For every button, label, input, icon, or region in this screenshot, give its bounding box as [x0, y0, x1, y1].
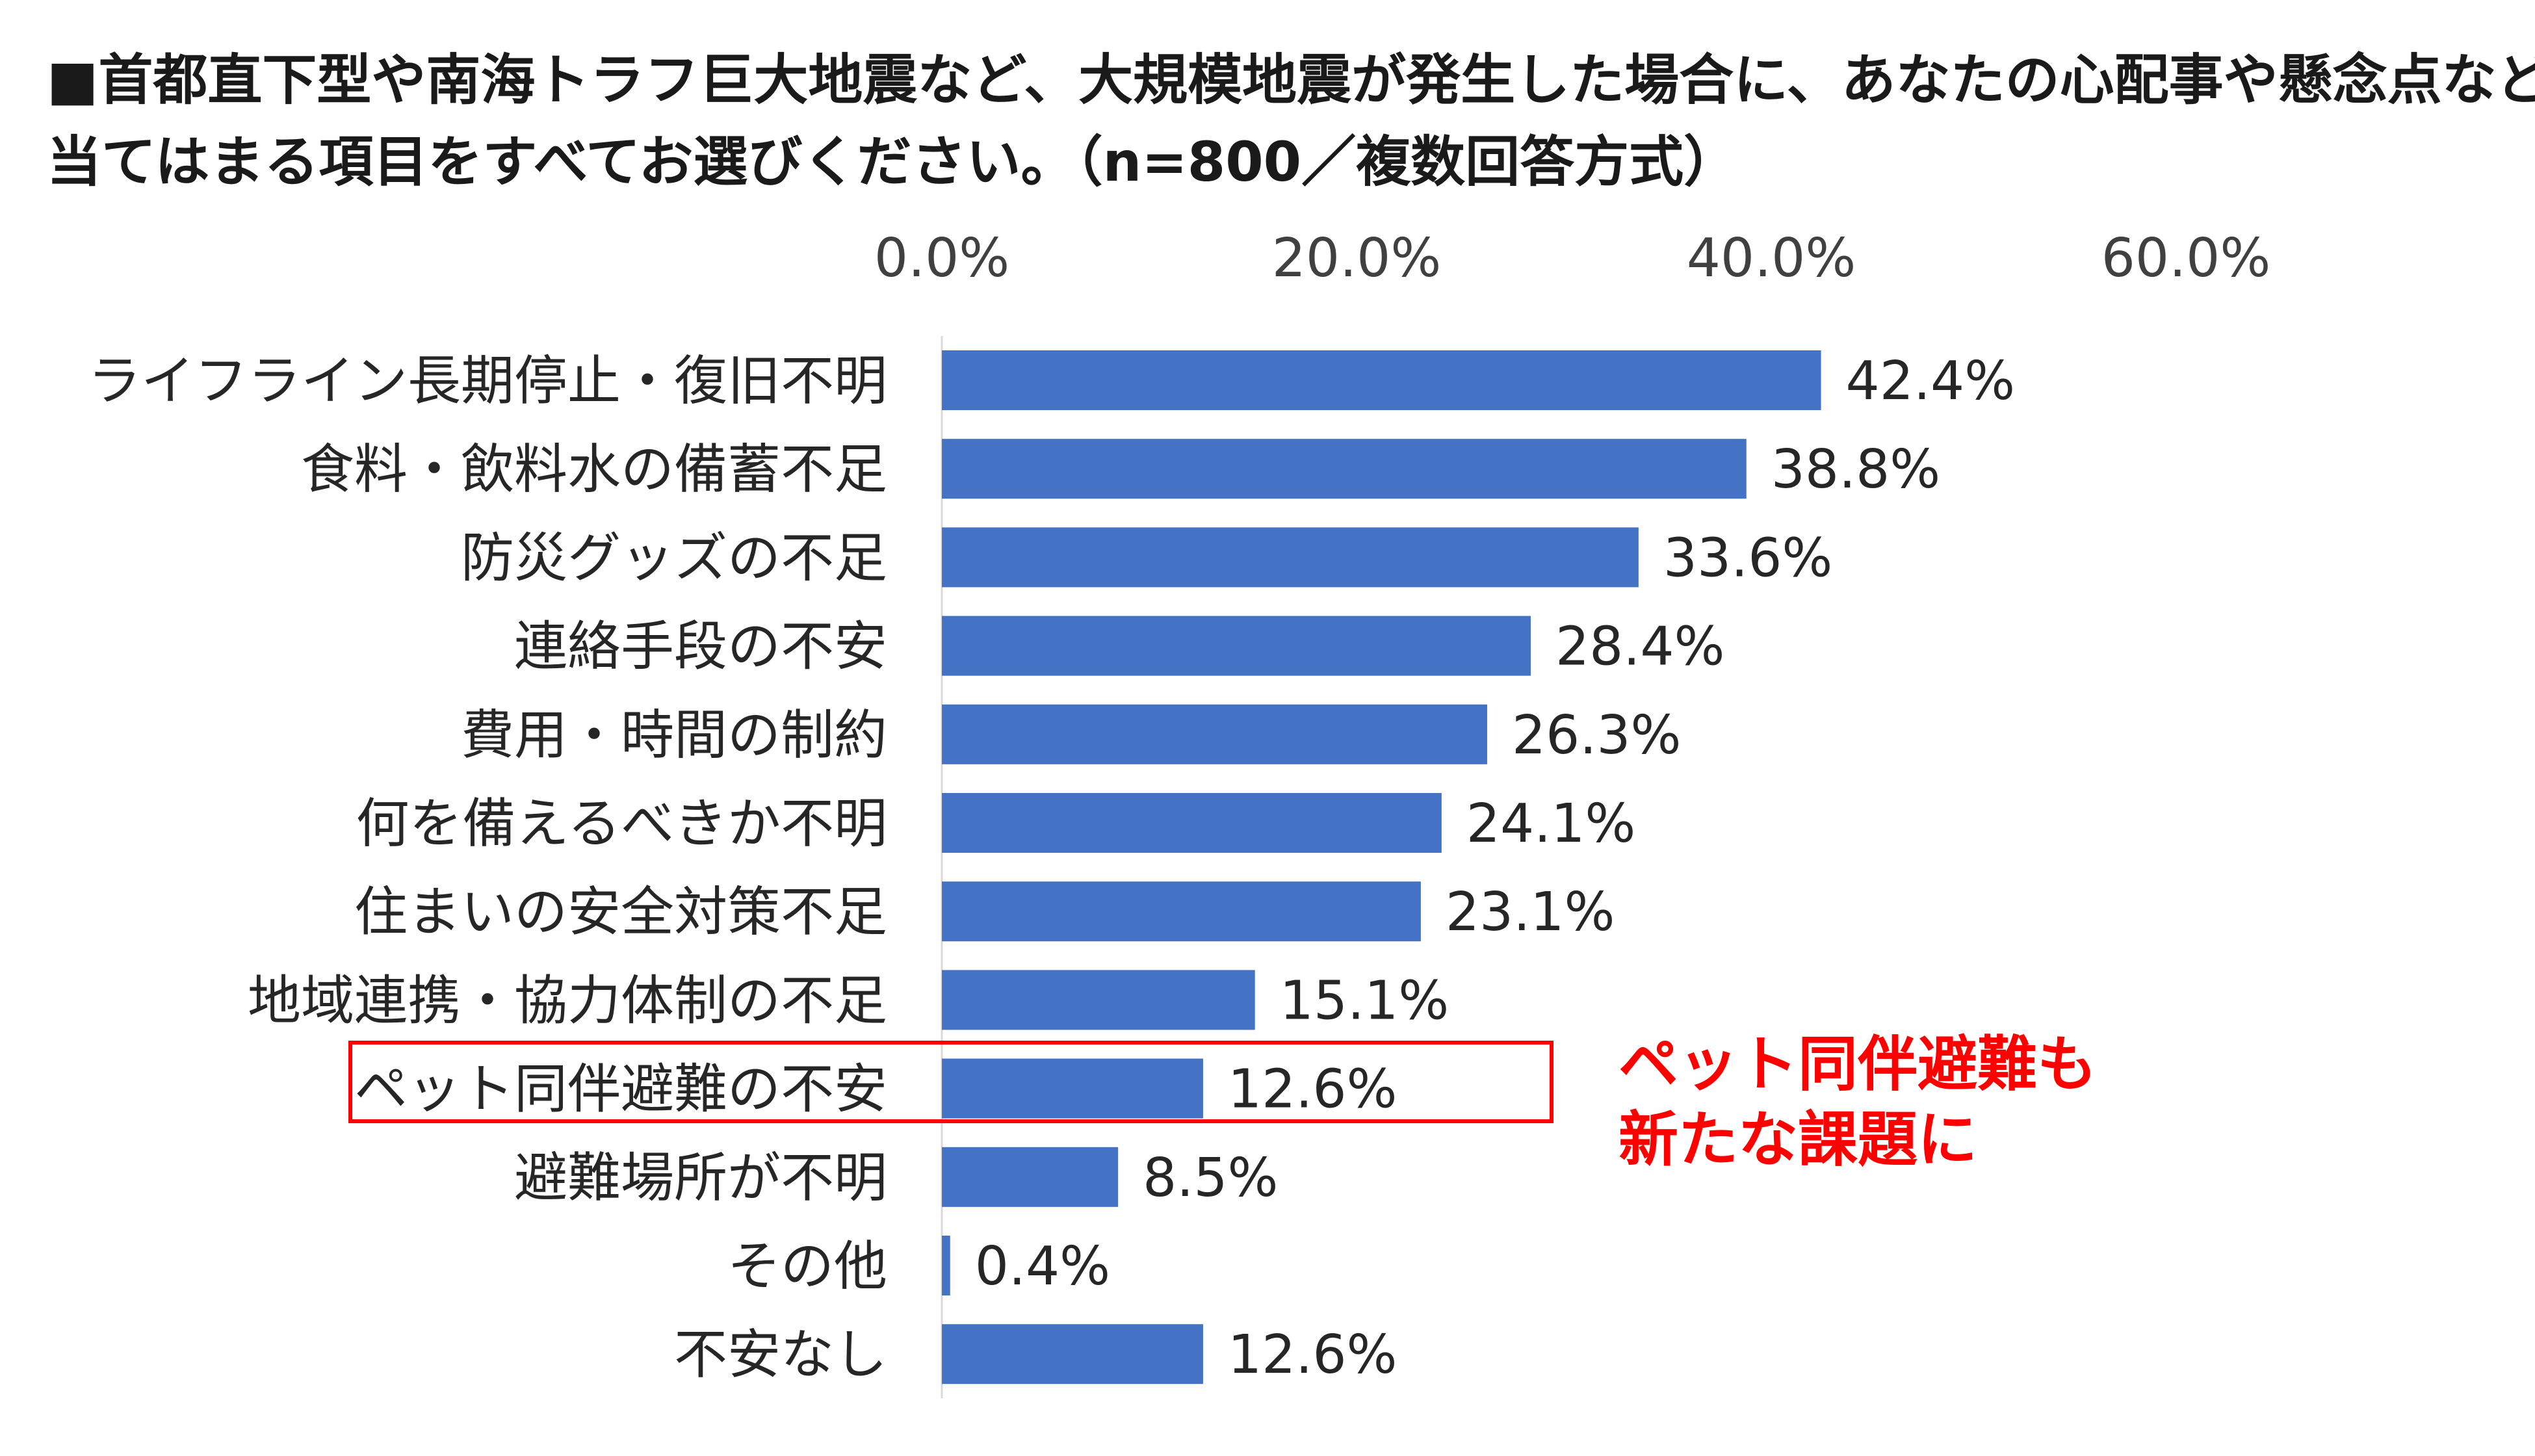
- bar-8: [942, 970, 1255, 1030]
- x-tick-label: 0.0%: [874, 228, 1009, 289]
- data-label: 23.1%: [1446, 881, 1615, 943]
- data-label: 24.1%: [1466, 793, 1636, 855]
- category-label: 地域連携・協力体制の不足: [248, 970, 887, 1032]
- category-label: 住まいの安全対策不足: [354, 881, 887, 943]
- bar-9: [942, 1058, 1203, 1119]
- category-label: 食料・飲料水の備蓄不足: [301, 439, 887, 500]
- chart-title: ■首都直下型や南海トラフ巨大地震など、大規模地震が発生した場合に、あなたの心配事…: [47, 39, 2535, 203]
- bar-10: [942, 1147, 1119, 1207]
- x-tick-label: 40.0%: [1687, 228, 1856, 289]
- title-line-2: 当てはまる項目をすべてお選びください。（n=800／複数回答方式）: [47, 130, 1739, 194]
- bar-11: [942, 1236, 950, 1295]
- x-tick-label: 20.0%: [1272, 228, 1442, 289]
- bar-6: [942, 793, 1442, 853]
- data-label: 33.6%: [1663, 527, 1833, 589]
- data-label: 38.8%: [1771, 439, 1941, 500]
- category-label: 不安なし: [674, 1324, 887, 1386]
- bar-1: [942, 350, 1821, 410]
- category-label: 防災グッズの不足: [461, 527, 887, 589]
- category-label: ペット同伴避難の不安: [354, 1059, 887, 1121]
- callout-annotation: ペット同伴避難も 新たな課題に: [1618, 1027, 2097, 1178]
- bar-5: [942, 704, 1487, 764]
- highlight-box: [348, 1041, 1554, 1123]
- data-label: 42.4%: [1846, 350, 2016, 412]
- callout-line-1: ペット同伴避難も: [1618, 1030, 2098, 1099]
- category-label: 避難場所が不明: [514, 1147, 887, 1209]
- bar-7: [942, 881, 1421, 942]
- data-label: 12.6%: [1228, 1059, 1398, 1121]
- category-label: その他: [727, 1236, 887, 1297]
- bar-12: [942, 1324, 1203, 1384]
- bar-4: [942, 616, 1531, 676]
- data-label: 28.4%: [1555, 616, 1725, 678]
- bar-3: [942, 527, 1639, 588]
- category-label: 何を備えるべきか不明: [356, 793, 887, 855]
- category-label: 連絡手段の不安: [514, 616, 887, 678]
- title-line-1: ■首都直下型や南海トラフ巨大地震など、大規模地震が発生した場合に、あなたの心配事…: [47, 48, 2535, 112]
- data-label: 26.3%: [1512, 705, 1682, 766]
- data-label: 12.6%: [1228, 1324, 1398, 1386]
- callout-line-2: 新たな課題に: [1618, 1105, 1978, 1175]
- data-label: 15.1%: [1280, 970, 1450, 1032]
- category-label: ライフライン長期停止・復旧不明: [88, 350, 887, 412]
- x-tick-label: 60.0%: [2101, 228, 2271, 289]
- data-label: 8.5%: [1143, 1147, 1278, 1209]
- category-label: 費用・時間の制約: [461, 705, 887, 766]
- bar-2: [942, 439, 1747, 499]
- data-label: 0.4%: [975, 1236, 1110, 1297]
